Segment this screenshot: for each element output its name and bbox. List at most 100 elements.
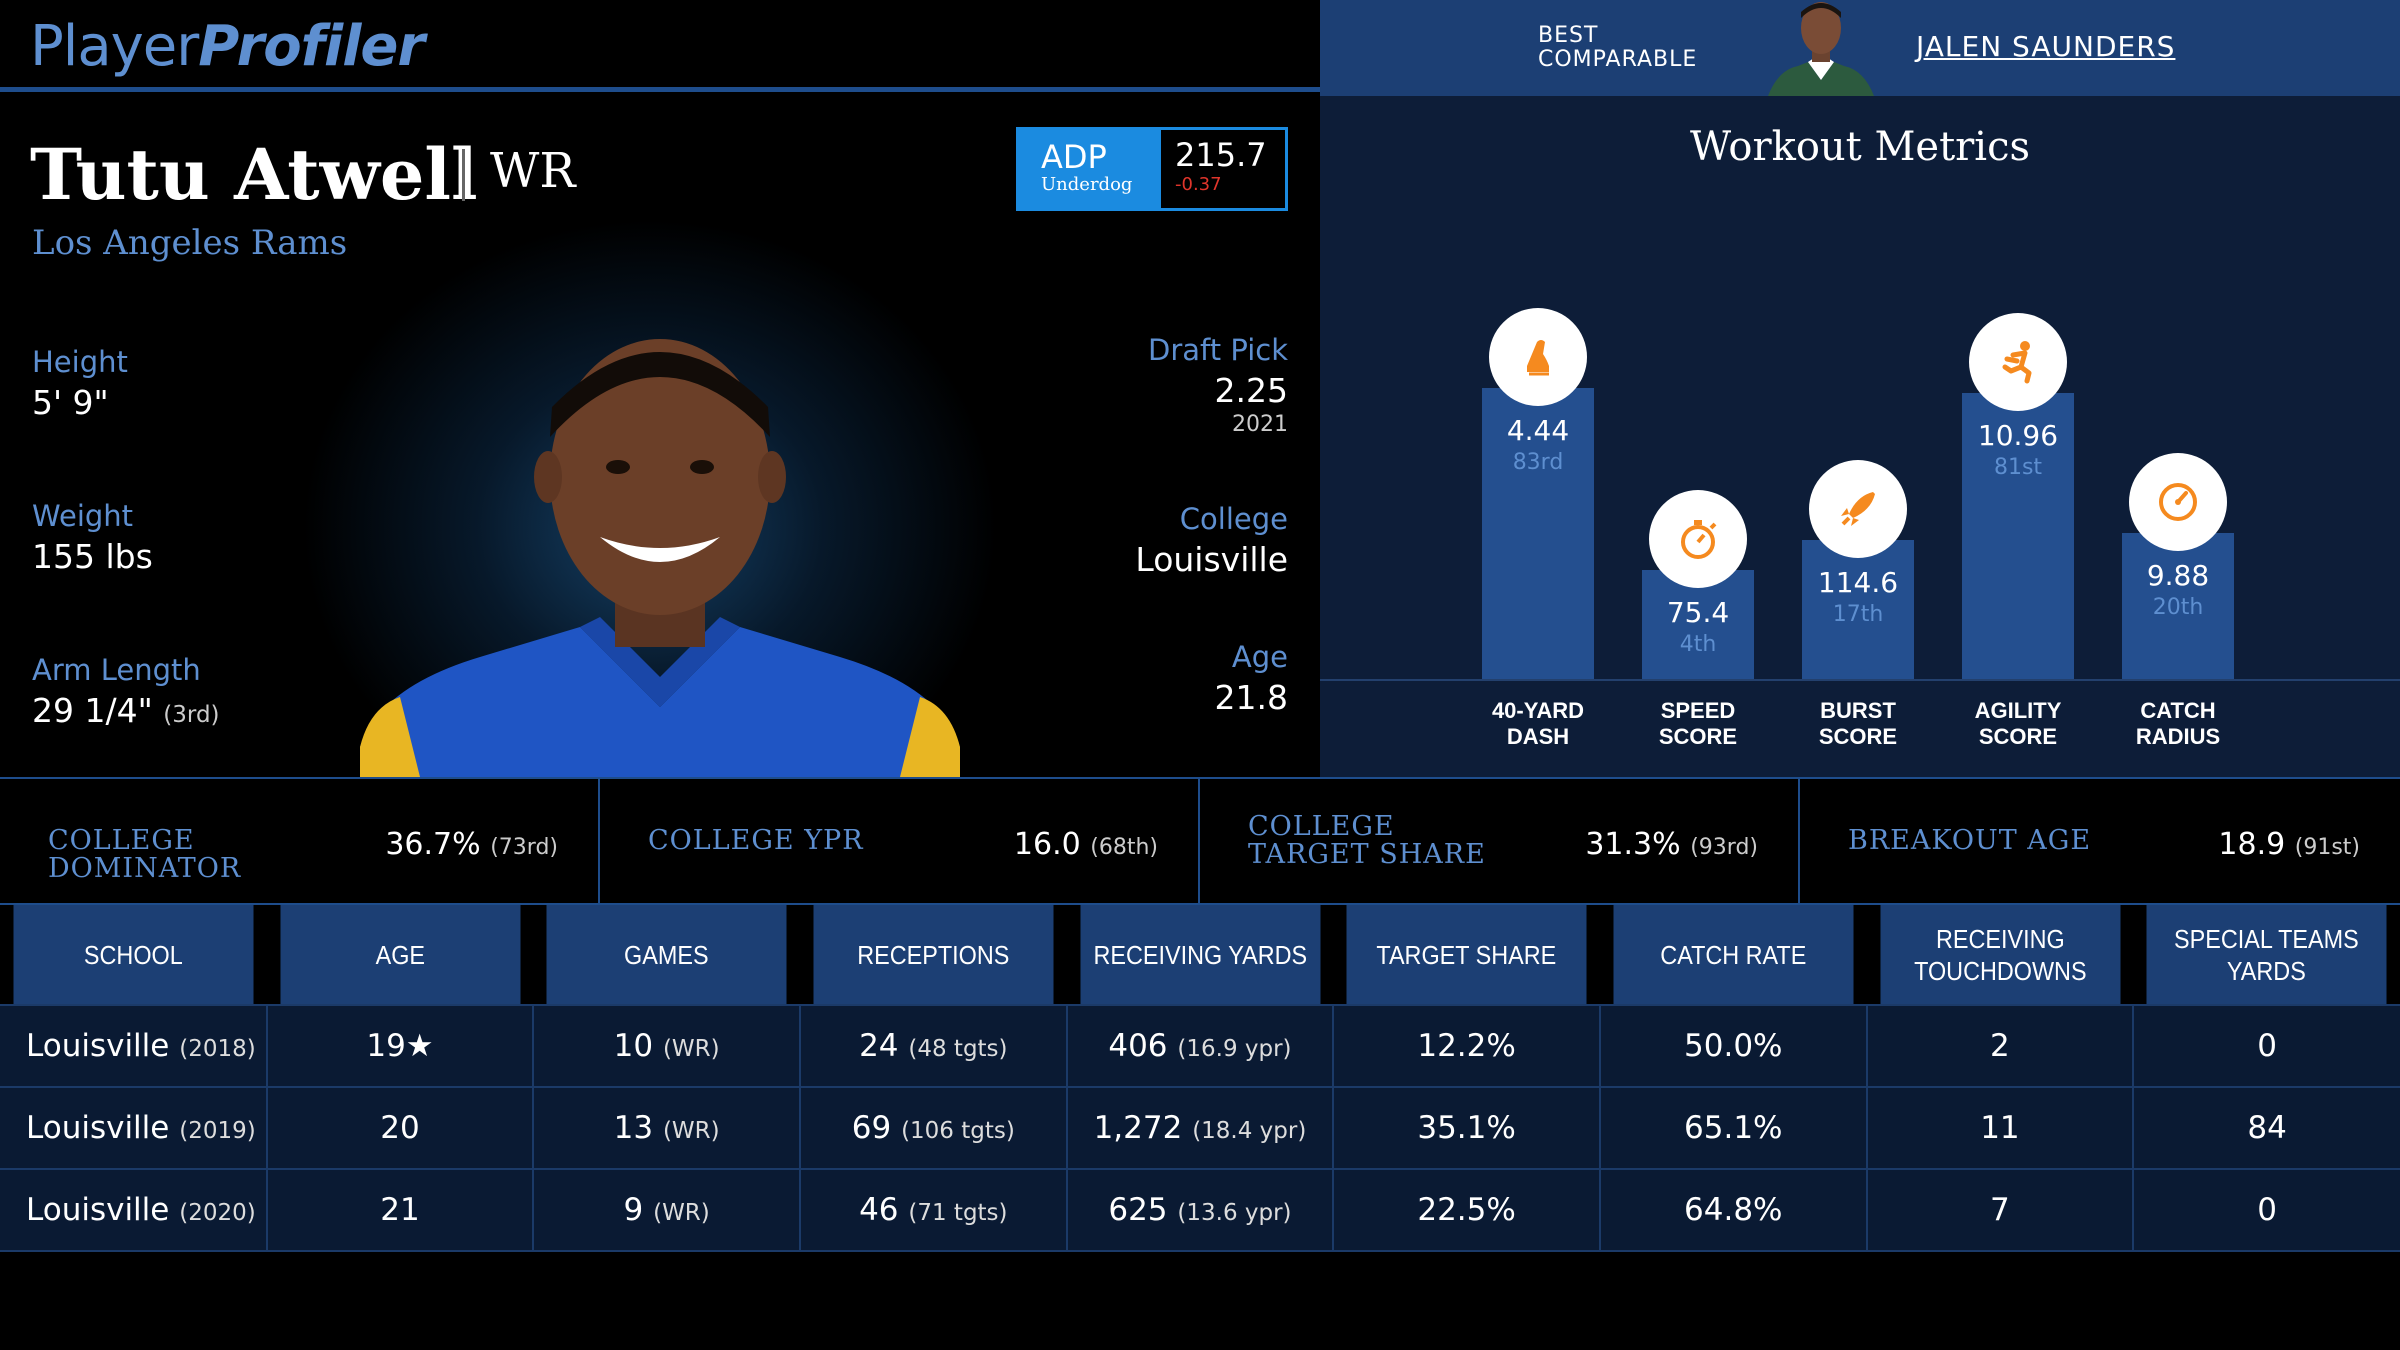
games-cell-detail: (WR) [662, 1118, 720, 1144]
comparable-player-avatar [1768, 2, 1874, 96]
metric-bar-0 [1482, 388, 1594, 679]
site-header: PlayerProfiler [0, 0, 1320, 92]
catch-rate-cell-value: 50.0% [1684, 1028, 1783, 1064]
table-row: Louisville (2019) 20 13 (WR) 69 (106 tgts) 1… [0, 1086, 2400, 1169]
touchdowns-cell: 11 [1866, 1086, 2135, 1169]
metric-value-4: 9.88 [2146, 559, 2210, 592]
metric-rank-4: 20th [2152, 595, 2204, 620]
metric-label-line2: DASH [1506, 724, 1570, 749]
games-cell-value: 13 [613, 1110, 654, 1146]
metric-value-2: 114.6 [1817, 566, 1899, 599]
touchdowns-cell-value: 7 [1990, 1192, 2010, 1228]
age-stat: Age 21.8 [1214, 640, 1288, 717]
games-cell-value: 9 [623, 1192, 644, 1228]
workout-baseline [1320, 679, 2400, 681]
games-cell: 9 (WR) [533, 1168, 801, 1252]
comparable-player-link[interactable]: JALEN SAUNDERS [1916, 30, 2176, 63]
yards-cell: 1,272 (18.4 ypr) [1066, 1086, 1335, 1169]
college-dominator-stat[interactable]: COLLEGE DOMINATOR 36.7% (73rd) [0, 779, 600, 903]
metric-label-line1: BURST [1820, 698, 1896, 723]
school-cell-value: Louisville [26, 1028, 170, 1064]
header-target-share[interactable]: TARGET SHARE [1346, 905, 1587, 1005]
stopwatch-icon [1649, 490, 1747, 588]
breakout-age-stat[interactable]: BREAKOUT AGE 18.9 (91st) [1848, 825, 2360, 863]
metric-label-3: AGILITY SCORE [1928, 698, 2108, 750]
receptions-cell-value: 24 [859, 1028, 899, 1064]
age-cell-value: 20 [380, 1110, 420, 1146]
metric-bar-3 [1962, 393, 2074, 679]
metric-label-1: SPEED SCORE [1608, 698, 1788, 750]
gauge-icon [2129, 453, 2227, 551]
receptions-cell-value: 69 [851, 1110, 892, 1146]
special-teams-cell-value: 84 [2247, 1110, 2287, 1146]
yards-cell-detail: (18.4 ypr) [1192, 1118, 1307, 1144]
metric-label-line1: AGILITY [1974, 698, 2062, 723]
metric-label-line2: RADIUS [2135, 724, 2221, 749]
header-receiving-touchdowns[interactable]: RECEIVING TOUCHDOWNS [1879, 905, 2120, 1005]
metric-value-1: 75.4 [1666, 596, 1730, 629]
table-row: Louisville (2020) 21 9 (WR) 46 (71 tgts) 625… [0, 1168, 2400, 1252]
header-school[interactable]: SCHOOL [13, 905, 254, 1005]
special-teams-cell: 0 [2133, 1004, 2400, 1087]
header-special-teams-yards[interactable]: SPECIAL TEAMS YARDS [2146, 905, 2387, 1005]
player-team[interactable]: Los Angeles Rams [32, 223, 348, 263]
school-cell: Louisville (2018) [0, 1004, 268, 1087]
metric-label-line1: SPEED [1660, 698, 1736, 723]
receptions-cell: 69 (106 tgts) [799, 1086, 1068, 1169]
metric-label-line2: SCORE [1658, 724, 1738, 749]
header-receiving-yards[interactable]: RECEIVING YARDS [1079, 905, 1320, 1005]
college-stats-strip: COLLEGE DOMINATOR 36.7% (73rd) COLLEGE Y… [0, 777, 2400, 905]
metric-bar-4 [2122, 533, 2234, 679]
school-cell-value: Louisville [26, 1192, 170, 1228]
metric-rank-0: 83rd [1512, 450, 1564, 475]
games-cell-value: 10 [613, 1028, 654, 1064]
adp-change: -0.37 [1175, 174, 1222, 195]
player-position: WR [490, 143, 576, 199]
arm-length-stat: Arm Length 29 1/4" (3rd) [32, 653, 220, 730]
adp-widget[interactable]: ADP Underdog 215.7 -0.37 [1016, 127, 1288, 211]
college-target-share-stat[interactable]: COLLEGE TARGET SHARE 31.3% (93rd) [1200, 779, 1800, 903]
header-catch-rate[interactable]: CATCH RATE [1613, 905, 1854, 1005]
metric-rank-1: 4th [1679, 632, 1717, 657]
adp-source: Underdog [1041, 174, 1133, 195]
receptions-cell-detail: (106 tgts) [901, 1118, 1015, 1144]
metric-rank-2: 17th [1832, 602, 1884, 627]
adp-label: ADP [1041, 138, 1107, 176]
shoe-icon [1489, 308, 1587, 406]
table-body: Louisville (2018) 19★ 10 (WR) 24 (48 tgts) 4… [0, 1004, 2400, 1252]
games-cell-detail: (WR) [662, 1036, 720, 1062]
age-cell: 19★ [266, 1004, 535, 1087]
draft-pick-stat: Draft Pick 2.25 2021 [1148, 333, 1288, 437]
games-cell-detail: (WR) [653, 1200, 710, 1226]
header-receptions[interactable]: RECEPTIONS [813, 905, 1054, 1005]
yards-cell-detail: (16.9 ypr) [1177, 1036, 1292, 1062]
runner-icon [1969, 313, 2067, 411]
arm-length-rank: (3rd) [163, 702, 220, 728]
target-share-cell: 22.5% [1333, 1168, 1601, 1252]
target-share-cell-value: 12.2% [1417, 1028, 1516, 1064]
workout-metrics-panel: Workout Metrics 4.44 83rd 40-YARD DASH 75.4 4… [1320, 96, 2400, 777]
header-games[interactable]: GAMES [546, 905, 787, 1005]
adp-value-box: 215.7 -0.37 [1161, 130, 1285, 208]
adp-label-box: ADP Underdog [1019, 130, 1161, 208]
special-teams-cell-value: 0 [2257, 1192, 2277, 1228]
school-cell-detail: (2020) [179, 1200, 256, 1226]
yards-cell: 625 (13.6 ypr) [1066, 1168, 1335, 1252]
player-profiler-logo[interactable]: PlayerProfiler [30, 14, 425, 79]
metric-label-line2: SCORE [1978, 724, 2058, 749]
catch-rate-cell: 50.0% [1599, 1004, 1868, 1087]
catch-rate-cell: 64.8% [1599, 1168, 1868, 1252]
receptions-cell-detail: (71 tgts) [908, 1200, 1008, 1226]
yards-cell-value: 1,272 [1093, 1110, 1183, 1146]
name-divider [462, 149, 465, 201]
school-cell-detail: (2019) [179, 1118, 256, 1144]
college-ypr-stat[interactable]: COLLEGE YPR 16.0 (68th) [600, 779, 1200, 903]
header-age[interactable]: AGE [279, 905, 520, 1005]
metric-bar-2 [1802, 540, 1914, 679]
special-teams-cell-value: 0 [2257, 1028, 2277, 1064]
yards-cell: 406 (16.9 ypr) [1066, 1004, 1335, 1087]
school-cell-value: Louisville [26, 1110, 170, 1146]
games-cell: 13 (WR) [533, 1086, 801, 1169]
receptions-cell: 24 (48 tgts) [799, 1004, 1068, 1087]
games-cell: 10 (WR) [533, 1004, 801, 1087]
